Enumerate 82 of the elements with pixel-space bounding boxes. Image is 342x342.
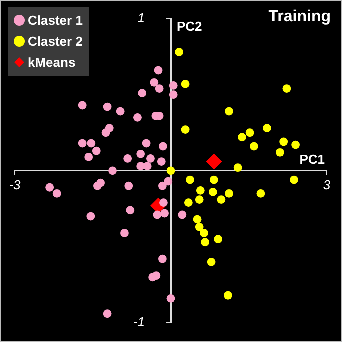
point: [206, 154, 222, 170]
point: [181, 80, 190, 88]
legend-label: Claster 2: [28, 34, 83, 49]
point: [193, 215, 202, 224]
point: [142, 139, 151, 148]
point: [136, 150, 146, 158]
point: [195, 196, 204, 204]
point: [169, 90, 178, 100]
point: [184, 198, 193, 208]
point: [153, 210, 162, 220]
point: [292, 140, 300, 150]
point: [250, 142, 258, 151]
point: [263, 124, 272, 133]
point: [46, 183, 54, 192]
legend-label: kMeans: [28, 55, 76, 70]
point: [78, 139, 87, 148]
point: [225, 190, 234, 198]
point: [166, 166, 176, 176]
y-tick-label: 1: [138, 10, 171, 26]
point: [256, 190, 266, 198]
point: [201, 238, 210, 247]
point: [86, 212, 96, 221]
point: [178, 210, 187, 220]
point: [276, 148, 284, 157]
y-axis-title: PC2: [177, 18, 202, 34]
chart-title: Training: [268, 8, 331, 26]
point: [238, 133, 246, 142]
point: [154, 66, 163, 75]
point: [126, 206, 135, 215]
point: [207, 258, 216, 266]
point: [52, 190, 62, 198]
point: [124, 154, 132, 163]
point: [157, 158, 166, 166]
point: [290, 176, 298, 184]
point: [175, 48, 184, 56]
point: [169, 82, 178, 90]
point: [195, 222, 204, 232]
point: [103, 310, 112, 318]
point: [108, 166, 117, 176]
point: [158, 182, 167, 190]
point: [120, 229, 129, 238]
point: [234, 164, 242, 172]
point: [282, 84, 292, 93]
x-tick-label: -3: [9, 177, 22, 192]
point: [181, 126, 190, 134]
legend-label: Claster 1: [28, 13, 83, 28]
point: [160, 198, 168, 208]
point: [164, 177, 173, 186]
point: [166, 294, 176, 303]
point: [160, 209, 169, 218]
point: [159, 142, 168, 151]
point: [225, 107, 234, 116]
x-tick-label: 3: [323, 177, 332, 192]
y-tick-label: -1: [133, 314, 171, 330]
point: [143, 162, 152, 171]
point: [87, 139, 96, 148]
point: [146, 154, 155, 163]
point: [217, 196, 226, 204]
point: [196, 186, 205, 195]
point: [103, 102, 112, 112]
point: [116, 107, 125, 116]
point: [246, 128, 254, 138]
point: [210, 176, 218, 184]
point: [138, 89, 147, 98]
point: [96, 178, 105, 188]
point: [158, 254, 167, 264]
point: [214, 235, 223, 244]
point: [280, 138, 288, 146]
point: [208, 188, 218, 196]
point: [102, 128, 110, 138]
point: [155, 84, 164, 93]
point: [78, 101, 87, 110]
point: [224, 291, 232, 300]
point: [150, 78, 159, 87]
point: [124, 182, 134, 190]
point: [200, 229, 208, 238]
point: [186, 176, 194, 184]
x-axis-title: PC1: [300, 152, 325, 167]
point: [134, 113, 142, 122]
point: [84, 153, 94, 162]
point: [92, 146, 101, 156]
point: [152, 272, 161, 280]
